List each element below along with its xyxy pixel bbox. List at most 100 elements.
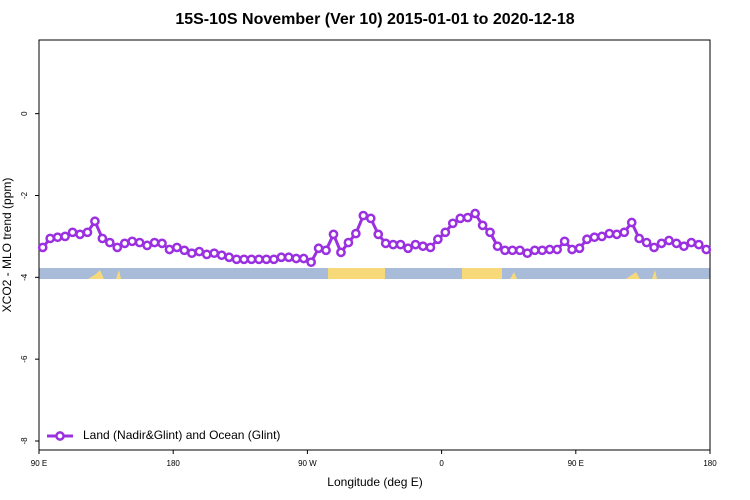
y-tick-label: -8	[20, 437, 29, 445]
data-point	[515, 245, 525, 256]
data-point	[403, 243, 413, 254]
data-point	[671, 238, 682, 249]
x-tick-label: 180	[703, 459, 717, 468]
data-point	[500, 245, 510, 256]
data-point	[380, 238, 391, 249]
data-point	[52, 232, 63, 243]
data-point	[574, 243, 585, 254]
data-point	[157, 238, 167, 249]
data-point	[60, 231, 70, 242]
data-point	[67, 227, 78, 238]
data-point	[626, 217, 637, 228]
data-point	[634, 233, 645, 244]
data-point	[373, 229, 384, 240]
data-point	[552, 244, 563, 255]
data-point	[209, 248, 220, 259]
data-point	[544, 244, 555, 255]
y-axis-label: XCO2 - MLO trend (ppm)	[0, 178, 14, 313]
data-point	[529, 245, 540, 256]
x-tick-label: 90 W	[298, 459, 317, 468]
legend-label: Land (Nadir&Glint) and Ocean (Glint)	[83, 428, 280, 442]
data-point	[388, 239, 398, 250]
data-point	[179, 245, 190, 256]
data-point	[75, 229, 85, 240]
data-point	[97, 233, 108, 244]
data-point	[112, 242, 123, 253]
data-point	[611, 229, 622, 240]
data-point	[283, 252, 294, 263]
data-point	[395, 239, 406, 250]
land-band	[88, 270, 657, 279]
land-band	[462, 268, 502, 279]
y-tick-label: -4	[20, 273, 29, 281]
data-point	[649, 242, 659, 253]
data-point	[619, 227, 630, 238]
data-point	[254, 254, 264, 265]
data-point	[224, 252, 234, 263]
data-point	[119, 238, 130, 249]
data-point	[559, 236, 570, 247]
data-point	[597, 231, 607, 242]
data-point	[641, 237, 652, 248]
data-point	[686, 237, 697, 248]
data-point	[425, 242, 436, 253]
legend-marker	[55, 431, 65, 441]
data-point	[216, 250, 227, 261]
data-point	[365, 213, 376, 224]
data-point	[604, 228, 615, 239]
data-point	[186, 248, 197, 259]
data-point	[440, 227, 451, 238]
data-point	[567, 244, 577, 255]
data-point	[194, 246, 205, 257]
data-point	[134, 237, 145, 248]
data-point	[582, 234, 592, 245]
x-tick-label: 180	[167, 459, 181, 468]
surface-mask	[39, 268, 710, 279]
data-point	[298, 253, 309, 264]
y-tick-label: -6	[20, 355, 29, 363]
x-tick-label: 90 E	[568, 459, 584, 468]
data-point	[269, 254, 279, 265]
data-point	[45, 233, 56, 244]
data-point	[239, 254, 249, 265]
data-point	[172, 242, 182, 253]
data-point	[328, 229, 339, 240]
data-point	[470, 208, 480, 219]
data-point	[37, 242, 48, 253]
data-point	[90, 216, 100, 227]
data-point	[507, 245, 518, 256]
chart-title: 15S-10S November (Ver 10) 2015-01-01 to …	[175, 11, 574, 28]
x-tick-label: 0	[439, 459, 444, 468]
data-point	[701, 244, 712, 255]
data-point	[455, 213, 466, 224]
data-point	[246, 254, 257, 265]
x-tick-label: 90 E	[31, 459, 47, 468]
data-point	[418, 241, 428, 252]
data-point	[276, 252, 287, 263]
y-tick-label: 0	[20, 111, 29, 116]
data-point	[231, 254, 242, 265]
data-point	[492, 241, 503, 252]
data-point	[142, 240, 152, 251]
data-point	[321, 245, 331, 256]
data-point	[522, 248, 533, 259]
data-point	[693, 239, 704, 250]
data-point	[462, 212, 473, 223]
land-band	[328, 268, 385, 279]
data-point	[537, 245, 548, 256]
data-point	[261, 254, 272, 265]
data-point	[410, 239, 421, 250]
y-tick-label: -2	[20, 191, 29, 199]
data-point	[589, 232, 600, 243]
data-point	[358, 210, 369, 221]
data-point	[343, 237, 354, 248]
data-point	[477, 220, 488, 231]
data-point	[164, 244, 175, 255]
data-point	[485, 227, 495, 238]
data-point	[447, 218, 458, 229]
data-point	[351, 228, 361, 239]
data-point	[149, 237, 160, 248]
data-point	[433, 234, 443, 245]
data-point	[104, 237, 115, 248]
